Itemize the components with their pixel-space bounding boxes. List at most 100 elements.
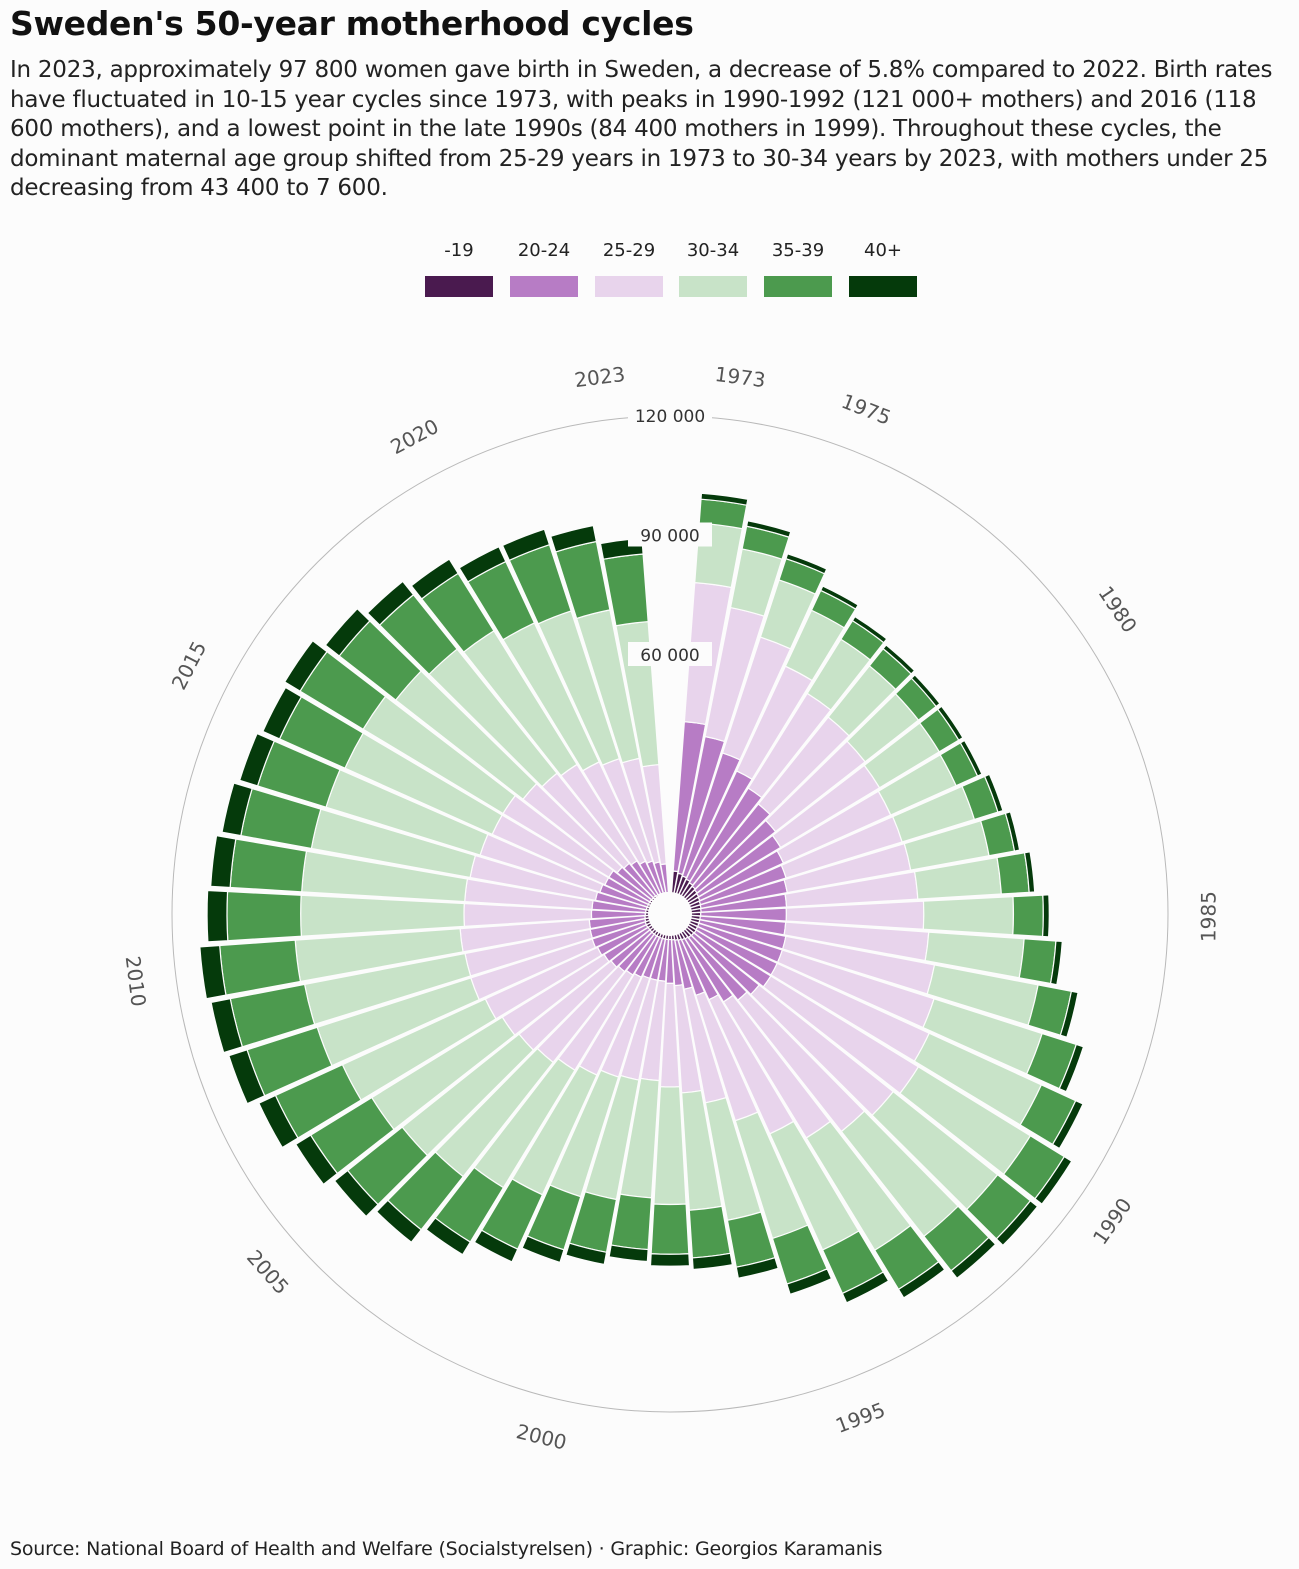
bar-group-2018 [366,580,659,901]
bar-group-2012 [210,834,651,914]
year-label-1975: 1975 [838,389,894,430]
bar-group-1974 [673,520,792,896]
legend-item-40-plus: 40+ [849,240,917,300]
legend-swatch [764,276,832,297]
bar-segment-1987-40+ [1059,990,1079,1039]
legend-label: 30-34 [686,240,740,261]
bar-segment-2010-40+ [199,944,227,1000]
bar-segment-1977-40+ [851,615,888,644]
bar-segment-1988-40+ [1058,1043,1085,1093]
bar-group-1988 [687,919,1085,1093]
bar-segment-2016-40+ [283,639,328,693]
bar-segment-1998-30-34 [653,1086,687,1206]
bar-group-1981 [686,739,983,907]
bar-segment-1990-40+ [1034,1155,1073,1206]
bar-group-2017 [324,607,657,903]
bar-segment-1973-40+ [700,492,749,506]
legend-label: 35-39 [771,240,825,261]
value-tick-label: 60 000 [640,646,699,666]
bar-group-1987 [688,917,1079,1039]
bar-segment-1980-40+ [936,705,964,741]
bar-segment-2021-40+ [501,528,551,562]
bar-group-1980 [685,705,964,905]
bar-segment-2008-40+ [228,1049,266,1105]
bar-segment-2020-40+ [458,545,507,583]
bar-group-2003 [425,928,661,1256]
legend-item-35-39: 35-39 [764,240,832,300]
tick-label-bg [628,403,712,427]
bar-group-2020 [458,545,663,898]
bar-segment-1985-40+ [1042,894,1050,938]
bar-group-2011 [206,889,651,943]
year-label-1973: 1973 [713,362,767,392]
value-axis-labels: 60 000 90 000 120 000 [628,403,712,666]
bar-group-1994 [677,930,890,1304]
bar-group-2002 [473,930,663,1263]
bar-segment-1985-35-39 [1012,894,1044,938]
legend-label: 20-24 [517,240,571,261]
bar-segment-2014-40+ [238,732,276,787]
bar-group-2004 [375,927,659,1244]
bar-group-1985 [689,894,1050,938]
bar-segment-2006-40+ [294,1134,339,1186]
bar-segment-1976-40+ [819,585,859,610]
bar-segment-2015-40+ [262,686,303,740]
bar-segment-2011-35-39 [226,890,302,942]
bar-group-1973 [670,492,749,896]
bar-segment-2002-40+ [473,1229,519,1263]
bar-segment-1979-40+ [910,674,941,708]
bar-segment-2019-40+ [410,558,459,600]
bar-segment-2000-40+ [565,1242,608,1266]
bar-group-1978 [681,644,916,901]
chart-title: Sweden's 50-year motherhood cycles [10,4,694,43]
bar-segment-1999-35-39 [610,1193,653,1251]
bar-group-1991 [683,925,1039,1247]
bar-group-2021 [501,528,665,897]
bar-segment-1997-40+ [691,1252,734,1271]
bar-segment-2005-40+ [333,1169,379,1218]
bar-segment-1996-40+ [735,1256,779,1279]
chart-subtitle: In 2023, approximately 97 800 women gave… [10,57,1273,201]
source-caption: Source: National Board of Health and Wel… [10,1538,883,1560]
bar-group-2015 [262,686,654,907]
bar-segment-2022-40+ [549,524,598,553]
bar-segment-2010-35-39 [219,939,302,996]
bar-segment-1994-40+ [841,1271,890,1304]
year-label-2000: 2000 [514,1419,569,1454]
bar-group-1984 [689,851,1036,914]
bar-group-2006 [294,923,656,1186]
bar-group-1993 [679,928,946,1299]
bar-group-2016 [283,639,655,905]
bar-group-1996 [672,932,779,1279]
bar-group-2009 [210,917,652,1054]
legend-swatch [595,276,663,297]
bar-segment-1995-40+ [786,1268,833,1296]
bar-group-1990 [684,923,1073,1206]
bar-group-2010 [199,914,652,1000]
bar-segment-2013-40+ [221,782,253,837]
bar-group-2019 [410,558,661,900]
year-label-2020: 2020 [386,414,442,459]
year-label-1990: 1990 [1088,1193,1137,1249]
bar-group-2000 [565,932,668,1266]
bar-group-1975 [675,553,828,897]
legend-swatch [510,276,578,297]
legend-item-under-19: -19 [425,240,493,300]
year-label-2010: 2010 [121,955,151,1009]
bar-group-1979 [683,674,941,903]
year-label-2023: 2023 [573,362,627,392]
legend-item-30-34: 30-34 [679,240,747,300]
legend-swatch [679,276,747,297]
bar-group-2007 [258,921,654,1149]
bar-segment-1999-40+ [608,1244,649,1263]
bar-segment-2017-40+ [324,607,371,657]
bar-segment-1998-35-39 [650,1203,690,1255]
bar-segment-1986-35-39 [1018,938,1057,985]
bar-segment-2007-40+ [258,1094,299,1149]
legend-item-20-24: 20-24 [510,240,578,300]
bar-group-1976 [677,585,859,898]
year-label-1995: 1995 [832,1397,888,1437]
bar-segment-1982-40+ [983,773,1004,813]
bar-group-1982 [687,773,1004,909]
bar-group-1977 [679,615,888,900]
